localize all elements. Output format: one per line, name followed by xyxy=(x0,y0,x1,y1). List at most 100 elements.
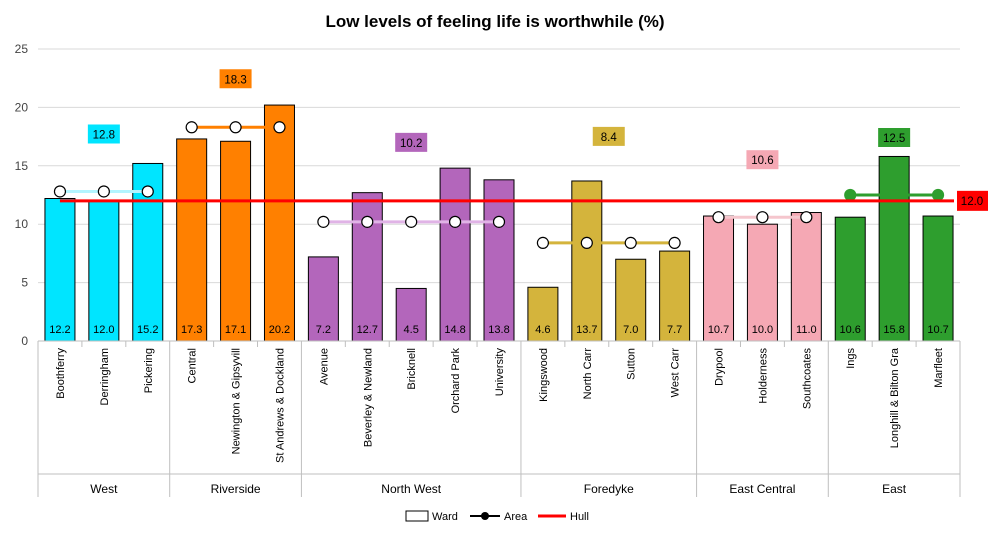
data-label: 11.0 xyxy=(796,324,817,336)
x-axis: Boothferry Derringham Pickering West Central… xyxy=(37,340,961,497)
area-marker xyxy=(756,211,769,224)
bar-beverley-newland xyxy=(351,192,383,342)
bar-central xyxy=(176,138,208,342)
legend-area-marker xyxy=(481,512,489,520)
bar-marfleet xyxy=(922,215,954,342)
area-label: 10.2 xyxy=(400,138,422,150)
y-axis: 0 5 10 15 20 25 xyxy=(15,42,29,348)
group-label: Foredyke xyxy=(584,482,634,496)
data-label: 7.7 xyxy=(667,324,682,336)
category-label: St Andrews & Dockland xyxy=(274,348,286,463)
area-marker xyxy=(580,236,593,249)
hull-label-box xyxy=(957,190,988,211)
area-label-box xyxy=(219,69,252,89)
category-label: Boothferry xyxy=(55,348,67,399)
data-label: 4.5 xyxy=(404,324,419,336)
bar-holderness xyxy=(746,223,778,342)
bar-st-andrews-dockland xyxy=(263,104,295,342)
bar-sutton xyxy=(615,258,647,342)
data-label: 15.2 xyxy=(137,324,158,336)
legend-ward-label: Ward xyxy=(432,511,458,523)
area-label: 18.3 xyxy=(224,74,246,86)
area-marker xyxy=(405,215,418,228)
category-label: Orchard Park xyxy=(450,348,462,414)
category-label: Newington & Gipsyvill xyxy=(231,348,243,454)
bar-north-carr xyxy=(571,180,603,342)
group-label: West xyxy=(90,482,118,496)
data-label: 13.8 xyxy=(488,324,509,336)
legend: Ward Area Hull xyxy=(405,510,589,523)
category-label: University xyxy=(494,348,506,397)
category-label: Marfleet xyxy=(933,348,945,388)
category-label: Central xyxy=(187,348,199,383)
y-tick-label: 0 xyxy=(21,334,28,348)
area-marker xyxy=(317,215,330,228)
area-marker xyxy=(931,188,945,202)
bar-longhill-bilton-gra xyxy=(878,155,910,342)
area-marker xyxy=(712,211,725,224)
category-label: Ings xyxy=(845,348,857,369)
area-marker xyxy=(185,121,198,134)
area-marker xyxy=(888,188,901,202)
area-marker xyxy=(668,236,681,249)
data-label: 14.8 xyxy=(444,324,465,336)
y-tick-label: 25 xyxy=(15,42,29,56)
data-label: 10.7 xyxy=(708,324,729,336)
area-marker xyxy=(273,121,286,134)
category-label: Sutton xyxy=(626,348,638,380)
area-marker xyxy=(800,211,813,224)
y-tick-label: 15 xyxy=(15,159,29,173)
data-label: 20.2 xyxy=(269,324,290,336)
bar-newington-gipsyvill xyxy=(220,140,252,342)
area-marker xyxy=(448,215,462,228)
bar-kingswood xyxy=(527,286,559,342)
data-label: 4.6 xyxy=(535,324,550,336)
area-marker xyxy=(492,215,506,228)
category-label: Pickering xyxy=(143,348,155,393)
category-label: Avenue xyxy=(318,348,330,385)
bar-drypool xyxy=(703,215,735,342)
category-label: North Carr xyxy=(582,348,594,400)
area-marker xyxy=(844,188,857,202)
data-label: 13.7 xyxy=(576,324,597,336)
category-label: West Carr xyxy=(670,348,682,398)
legend-area-label: Area xyxy=(504,511,528,523)
y-tick-label: 5 xyxy=(21,276,28,290)
area-label-box xyxy=(878,128,911,147)
data-label: 17.1 xyxy=(225,324,246,336)
area-label: 8.4 xyxy=(601,132,618,144)
chart-title: Low levels of feeling life is worthwhile… xyxy=(325,12,664,31)
group-label: North West xyxy=(381,482,441,496)
area-label-box xyxy=(87,124,120,144)
area-marker xyxy=(536,236,550,249)
category-label: Derringham xyxy=(99,348,111,405)
data-label: 15.8 xyxy=(883,324,904,336)
area-label-box xyxy=(395,132,428,152)
data-label: 10.6 xyxy=(840,324,861,336)
area-label: 10.6 xyxy=(751,155,773,167)
data-label: 10.7 xyxy=(927,324,948,336)
area-marker xyxy=(229,121,242,134)
area-label: 12.5 xyxy=(883,133,905,145)
y-tick-label: 10 xyxy=(15,217,29,231)
area-label-box xyxy=(746,150,779,170)
category-label: Holderness xyxy=(757,348,769,404)
data-label: 7.0 xyxy=(623,324,638,336)
area-marker xyxy=(361,215,374,228)
data-label: 12.2 xyxy=(49,324,70,336)
bar-pickering xyxy=(132,162,164,342)
bars: 12.2 12.0 15.2 17.3 17.1 20.2 7.2 12.7 4.5 14.8 13… xyxy=(44,104,954,342)
bar-ings xyxy=(834,216,866,342)
category-label: Kingswood xyxy=(538,348,550,402)
bar-boothferry xyxy=(44,198,76,342)
bar-southcoates xyxy=(790,212,822,342)
hull-label: 12.0 xyxy=(961,196,983,208)
y-tick-label: 20 xyxy=(15,100,29,114)
legend-ward-swatch xyxy=(405,510,429,522)
data-label: 7.2 xyxy=(316,324,331,336)
category-label: Longhill & Bilton Gra xyxy=(889,347,901,448)
legend-hull-label: Hull xyxy=(570,511,589,523)
hull-line-group: 12.0 xyxy=(59,190,988,211)
data-label: 17.3 xyxy=(181,324,202,336)
